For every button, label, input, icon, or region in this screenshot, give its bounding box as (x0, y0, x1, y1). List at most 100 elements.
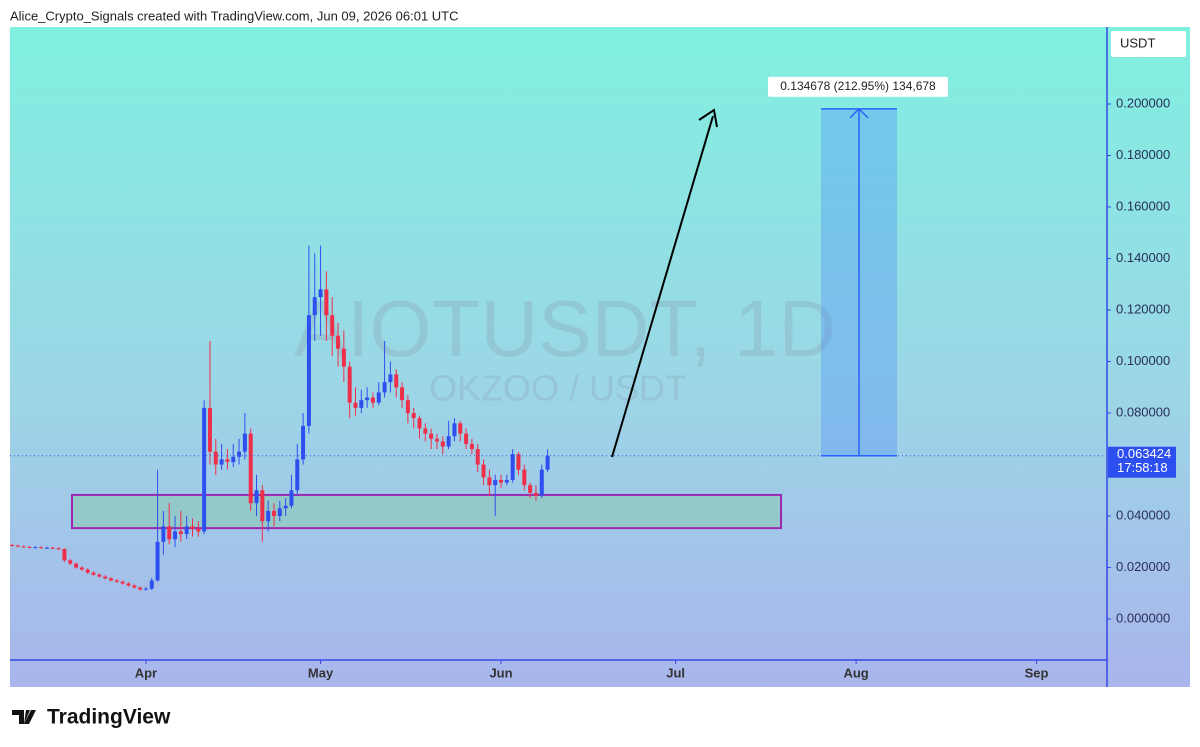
candle-body (545, 455, 550, 470)
candle-body (196, 528, 201, 532)
price-tag-value: 0.063424 (1117, 446, 1171, 461)
candle-body (533, 492, 538, 496)
candle-body (446, 436, 451, 447)
candle-body (277, 508, 282, 517)
candle-body (417, 418, 422, 429)
y-tick-label: 0.020000 (1116, 559, 1170, 574)
price-tag (1108, 446, 1176, 478)
candle-body (79, 567, 84, 570)
candle-body (411, 413, 416, 419)
candle-body (27, 546, 32, 548)
watermark-pair: OKZOO / USDT (429, 368, 687, 409)
candle-body (301, 425, 306, 460)
candle-body (21, 546, 26, 548)
candle-body (306, 315, 311, 426)
candle-body (469, 443, 474, 450)
candle-body (347, 366, 352, 403)
candle-body (161, 526, 166, 542)
candle-body (434, 438, 439, 442)
candle-body (184, 526, 189, 535)
candle-body (68, 560, 73, 564)
price-tag-countdown: 17:58:18 (1117, 460, 1168, 475)
forecast-arrow (611, 115, 714, 458)
projection-arrowhead (849, 107, 869, 119)
candle-body (382, 382, 387, 393)
candle-body (120, 581, 125, 584)
candle-body (62, 549, 67, 561)
candle-body (522, 469, 527, 486)
candle-body (376, 392, 381, 403)
candle-body (289, 490, 294, 506)
candle-body (330, 315, 335, 336)
projection-label-box (768, 76, 948, 97)
projection-label: 0.134678 (212.95%) 134,678 (780, 79, 936, 93)
candle-body (254, 490, 259, 504)
y-tick-label: 0.140000 (1116, 250, 1170, 265)
candle-body (155, 541, 160, 581)
candle-body (528, 485, 533, 493)
y-tick-label: 0.100000 (1116, 353, 1170, 368)
candle-body (10, 544, 15, 546)
candle-body (143, 588, 148, 590)
candle-body (365, 397, 370, 401)
candle-body (178, 531, 183, 535)
x-tick-label: May (308, 665, 334, 680)
candle-body (242, 433, 247, 452)
candle-body (108, 578, 113, 581)
candle-body (56, 548, 61, 550)
forecast-arrow-head (698, 108, 718, 128)
currency-box (1111, 31, 1186, 57)
candle-body (336, 335, 341, 349)
candle-body (499, 479, 504, 483)
y-tick-label: 0.080000 (1116, 404, 1170, 419)
candle-body (114, 580, 119, 582)
candle-body (39, 547, 44, 549)
candle-body (475, 449, 480, 465)
y-tick-label: 0.000000 (1116, 610, 1170, 625)
y-tick-label: 0.200000 (1116, 95, 1170, 110)
candle-body (539, 469, 544, 496)
candle-body (324, 289, 329, 316)
candle-body (388, 374, 393, 383)
candle-body (452, 423, 457, 437)
x-tick-label: Jun (489, 665, 512, 680)
candle-body (103, 576, 108, 579)
candle-body (237, 451, 242, 457)
x-tick-label: Jul (666, 665, 685, 680)
candle-body (266, 510, 271, 522)
candle-body (126, 583, 131, 586)
candle-body (260, 490, 265, 522)
candle-body (202, 407, 207, 532)
candle-body (167, 526, 172, 540)
candle-body (225, 459, 230, 462)
candle-body (85, 569, 90, 573)
candle-body (173, 531, 178, 540)
candle-body (487, 477, 492, 486)
candle-body (394, 374, 399, 388)
candle-body (138, 587, 143, 590)
candle-body (440, 441, 445, 447)
candle-body (516, 454, 521, 470)
candle-body (190, 526, 195, 529)
candle-body (318, 289, 323, 298)
candle-body (400, 387, 405, 401)
candle-body (510, 454, 515, 480)
candle-body (353, 402, 358, 408)
y-tick-label: 0.120000 (1116, 301, 1170, 316)
candle-body (370, 397, 375, 403)
candle-body (132, 585, 137, 588)
y-tick-label: 0.160000 (1116, 198, 1170, 213)
logo-text: TradingView (47, 706, 171, 729)
candle-body (91, 572, 96, 575)
footer-logo: TradingView (12, 706, 171, 729)
candle-body (50, 547, 55, 549)
watermark-symbol: AIOTUSDT, 1D (294, 284, 836, 373)
candle-body (207, 407, 212, 452)
candle-body (219, 459, 224, 465)
candle-body (341, 348, 346, 367)
candle-body (458, 423, 463, 434)
candle-body (429, 433, 434, 439)
candle-body (74, 563, 79, 568)
